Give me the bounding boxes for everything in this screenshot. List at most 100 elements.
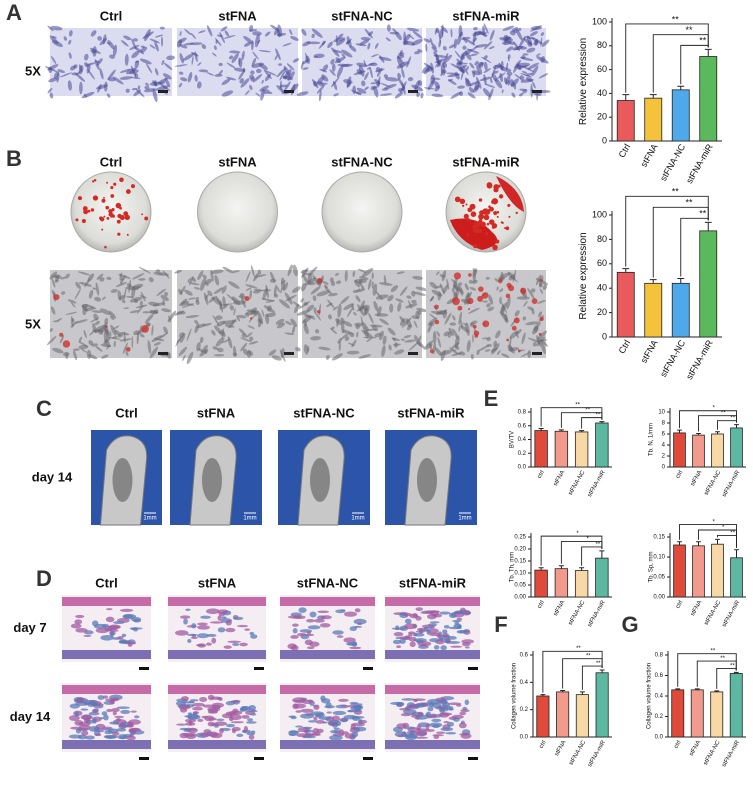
cell <box>282 42 292 47</box>
cell <box>178 82 183 88</box>
cell <box>450 91 462 99</box>
bar <box>729 673 743 738</box>
cell <box>214 37 222 47</box>
stain <box>113 182 117 186</box>
histology <box>280 683 375 760</box>
cell <box>292 264 298 277</box>
trabecula <box>405 734 417 741</box>
cell <box>472 268 477 273</box>
stain <box>478 198 483 202</box>
trabecula <box>75 614 85 619</box>
row-label: 5X <box>25 63 41 78</box>
cell <box>293 303 300 314</box>
trabecula <box>320 615 332 620</box>
cell <box>159 83 171 92</box>
cell <box>483 23 489 35</box>
cell <box>439 28 444 40</box>
trabecula <box>118 640 131 643</box>
cell <box>102 296 106 300</box>
trabecula <box>313 716 318 721</box>
nodule <box>498 278 503 284</box>
trabecula <box>92 620 99 627</box>
trabecula <box>287 643 297 650</box>
trabecula <box>191 702 205 707</box>
trabecula <box>350 705 361 711</box>
cell <box>343 321 353 327</box>
y-tick-label: 0.05 <box>514 583 526 589</box>
cell <box>245 284 258 289</box>
trabecula <box>128 727 142 732</box>
bar <box>595 672 609 738</box>
cell <box>452 328 459 340</box>
trabecula <box>445 732 457 735</box>
y-tick-label: 0.6 <box>518 423 527 429</box>
cell <box>390 285 399 293</box>
cell <box>289 29 293 35</box>
trabecula <box>114 715 125 719</box>
nodule <box>473 330 480 336</box>
significance-label: ** <box>711 649 716 655</box>
cell <box>310 336 322 341</box>
stain <box>119 177 124 182</box>
cell <box>159 26 166 30</box>
trabecula <box>439 611 451 615</box>
cell <box>312 295 317 302</box>
trabecula <box>435 731 446 735</box>
cell <box>442 61 448 68</box>
trabecula <box>118 724 129 728</box>
cell <box>520 352 531 357</box>
cell <box>133 330 140 336</box>
column-header: Ctrl <box>100 154 122 169</box>
cell <box>109 330 112 337</box>
cell <box>252 51 259 60</box>
histology <box>62 595 151 670</box>
cell <box>364 86 369 91</box>
cell <box>540 56 545 63</box>
cell <box>515 28 523 41</box>
cell <box>148 310 159 314</box>
cell <box>266 312 276 318</box>
cell <box>310 286 321 295</box>
cell <box>481 56 492 63</box>
cell <box>365 62 376 67</box>
bar <box>574 431 589 468</box>
cell <box>182 354 186 361</box>
cell <box>502 25 515 31</box>
y-tick-label: 0.2 <box>518 451 527 457</box>
cell <box>472 84 480 93</box>
micrograph <box>174 264 302 365</box>
scale-bar-label: 1mm <box>351 516 364 522</box>
cell <box>250 307 257 314</box>
cell <box>176 311 186 315</box>
trabecula <box>109 721 120 725</box>
cell <box>451 278 459 287</box>
y-tick-label: 0.2 <box>655 714 664 720</box>
cell <box>148 277 154 283</box>
y-tick-label: 0.15 <box>514 559 526 565</box>
histology <box>280 595 375 670</box>
trabecula <box>205 608 220 615</box>
trabecula <box>464 699 470 706</box>
panel-letter: A <box>6 0 22 25</box>
cell <box>542 284 548 290</box>
x-tick-label: ctrl <box>539 740 548 750</box>
stain <box>508 215 511 218</box>
trabecula <box>200 615 211 619</box>
x-tick-label: stFNA-miR <box>684 338 715 382</box>
nodule <box>468 308 471 311</box>
cell <box>106 276 112 280</box>
significance-bracket <box>560 412 603 428</box>
trabecula <box>333 727 341 731</box>
cell <box>132 273 145 280</box>
cell <box>179 285 186 295</box>
cell <box>83 93 87 98</box>
cell <box>467 291 473 298</box>
scale-bar <box>468 757 478 760</box>
cell <box>462 322 468 326</box>
error-bar <box>734 549 739 558</box>
cell <box>131 335 134 349</box>
stain <box>496 215 499 218</box>
trabecula <box>438 712 450 718</box>
cell <box>449 322 457 326</box>
defect <box>202 458 222 502</box>
